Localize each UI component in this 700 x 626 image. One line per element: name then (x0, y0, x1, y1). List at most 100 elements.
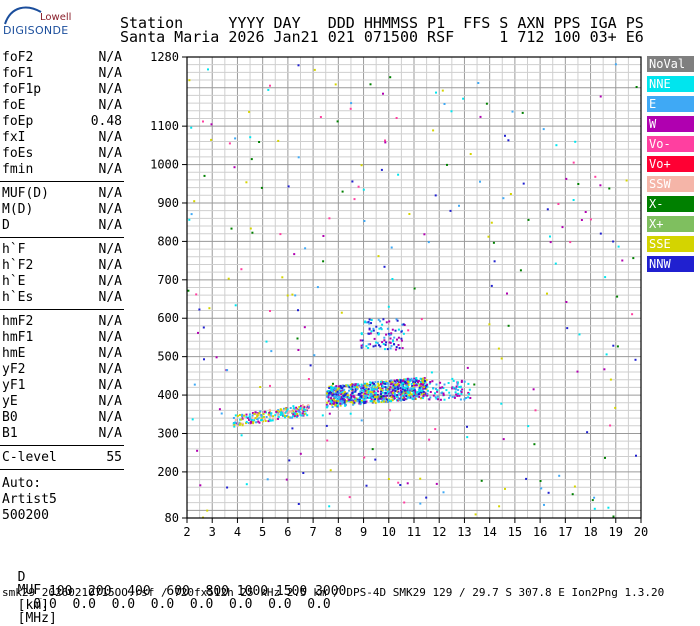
echo-point (413, 391, 416, 394)
echo-point (377, 396, 380, 399)
echo-point (421, 397, 424, 400)
echo-point (390, 344, 393, 347)
echo-point (355, 397, 358, 400)
echo-point (357, 383, 360, 386)
echo-point (260, 414, 263, 416)
echo-point (375, 386, 377, 389)
echo-point (249, 417, 252, 420)
echo-point (457, 389, 460, 391)
echo-point (451, 386, 454, 389)
echo-point (419, 477, 422, 480)
echo-point (406, 382, 409, 385)
echo-point (274, 418, 277, 421)
echo-point (248, 413, 251, 416)
echo-point (203, 174, 206, 177)
echo-point (233, 424, 236, 427)
echo-point (284, 409, 287, 412)
echo-point (188, 218, 191, 221)
echo-point (339, 390, 342, 392)
param-name: D (2, 218, 10, 233)
echo-point (458, 386, 461, 388)
echo-point (434, 392, 436, 395)
echo-point (296, 337, 299, 340)
muf-values: 0.0 0.0 0.0 0.0 0.0 0.0 0.0 0.0 (17, 597, 339, 612)
echo-point (589, 218, 592, 221)
echo-point (319, 116, 322, 118)
param-value: N/A (98, 410, 122, 425)
x-tick-label: 15 (508, 525, 522, 539)
echo-point (401, 388, 404, 390)
echo-point (249, 136, 252, 139)
echo-point (377, 399, 380, 402)
echo-point (424, 393, 427, 396)
echo-point (349, 401, 352, 404)
echo-point (356, 399, 359, 402)
echo-point (292, 407, 295, 410)
echo-point (301, 405, 304, 408)
param-value: N/A (98, 314, 122, 329)
echo-point (368, 322, 371, 325)
echo-point (412, 395, 415, 398)
echo-point (359, 385, 362, 388)
echo-point (426, 394, 429, 397)
echo-point (463, 380, 466, 383)
echo-point (370, 322, 372, 325)
echo-point (360, 383, 363, 386)
echo-point (454, 388, 457, 391)
echo-point (349, 107, 352, 110)
echo-point (381, 399, 384, 402)
echo-point (400, 330, 403, 333)
echo-point (370, 330, 373, 333)
echo-point (355, 386, 358, 389)
echo-point (442, 392, 445, 395)
echo-point (264, 420, 267, 422)
echo-point (460, 391, 463, 394)
echo-point (542, 128, 545, 131)
echo-point (401, 347, 404, 350)
echo-point (415, 377, 418, 379)
param-name: h`E (2, 274, 26, 289)
echo-point (195, 293, 198, 296)
echo-point (399, 387, 402, 389)
echo-point (380, 390, 383, 393)
echo-point (566, 327, 569, 330)
legend-item-sse: SSE (647, 236, 694, 252)
echo-point (337, 396, 340, 399)
y-tick-label: 800 (157, 234, 179, 248)
echo-point (240, 418, 243, 421)
echo-point (340, 311, 343, 314)
echo-point (414, 381, 417, 384)
echo-point (249, 227, 252, 230)
echo-point (422, 383, 424, 386)
echo-point (388, 399, 390, 402)
echo-point (243, 414, 246, 417)
echo-point (271, 419, 274, 422)
echo-point (417, 388, 420, 391)
echo-point (612, 344, 615, 347)
echo-point (265, 340, 268, 343)
echo-point (389, 337, 392, 340)
echo-point (386, 382, 389, 385)
echo-point (330, 393, 333, 396)
echo-point (406, 385, 409, 388)
echo-point (488, 323, 491, 326)
echo-point (432, 394, 435, 397)
echo-point (561, 226, 564, 229)
echo-point (309, 364, 312, 367)
echo-point (425, 496, 428, 499)
echo-point (336, 395, 339, 398)
echo-point (388, 389, 391, 392)
echo-point (395, 346, 398, 349)
echo-point (449, 209, 452, 212)
echo-point (348, 389, 350, 392)
x-tick-label: 11 (407, 525, 421, 539)
echo-point (281, 276, 284, 279)
echo-point (412, 397, 415, 400)
echo-point (358, 400, 361, 403)
echo-point (251, 412, 254, 414)
echo-point (416, 395, 419, 398)
echo-point (493, 260, 496, 263)
echo-point (368, 397, 371, 399)
echo-point (233, 422, 236, 425)
echo-point (364, 401, 367, 404)
